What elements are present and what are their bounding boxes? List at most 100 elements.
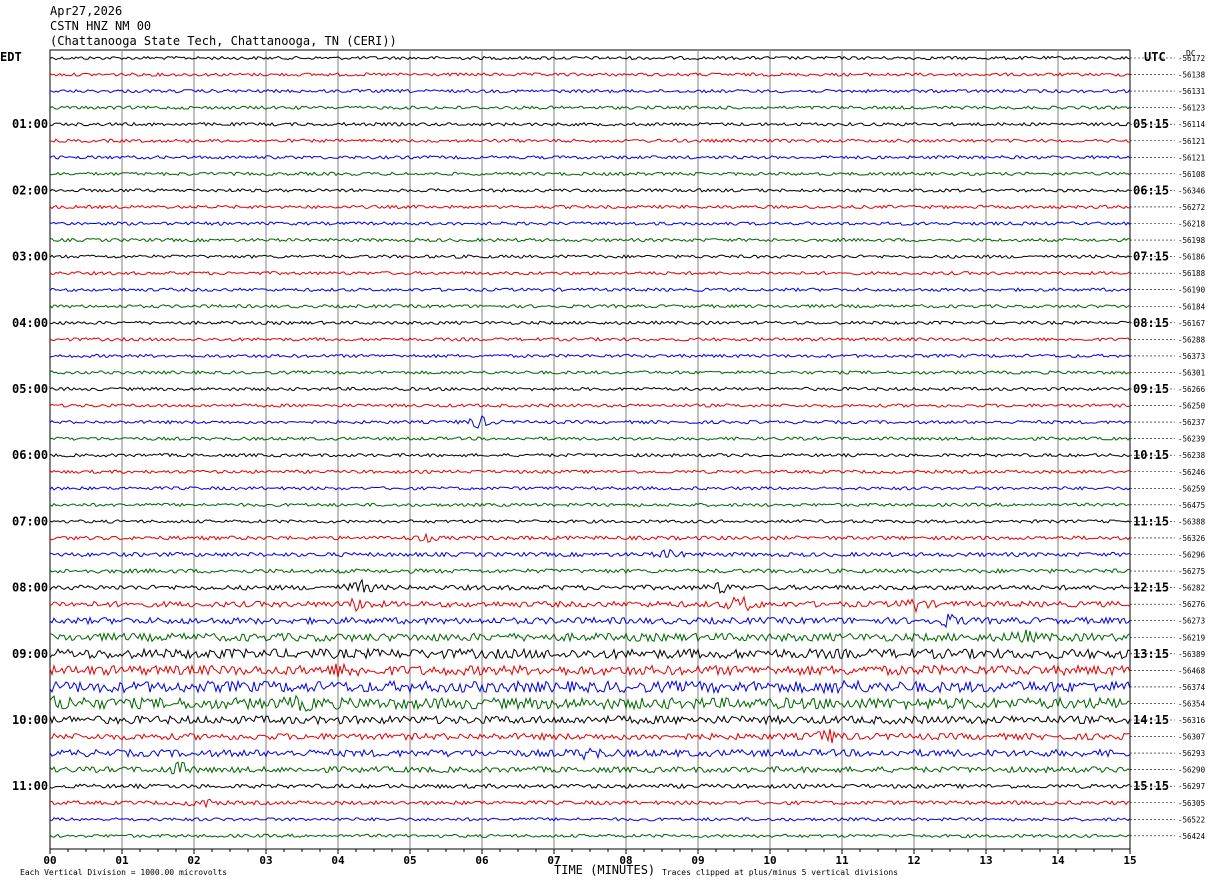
seismic-trace [49,798,1131,809]
seismic-trace [49,154,1131,160]
dc-offset-label: -56121 [1178,153,1205,162]
seismic-trace [49,204,1130,210]
dc-offset-label: -56305 [1178,799,1205,808]
x-tick-label: 11 [835,854,849,867]
seismic-trace [49,287,1131,293]
seismic-trace [49,728,1130,744]
left-hour-label: 10:00 [12,713,48,727]
seismic-trace [49,370,1131,375]
x-tick-label: 13 [979,854,992,867]
seismic-trace [49,386,1131,392]
x-tick-label: 08 [619,854,632,867]
left-hour-label: 09:00 [12,647,48,661]
left-hour-label: 06:00 [12,448,48,462]
header-site: (Chattanooga State Tech, Chattanooga, TN… [50,34,397,48]
dc-offset-label: -56290 [1178,766,1206,775]
right-hour-label: 12:15 [1133,581,1169,595]
seismic-trace [49,303,1131,309]
dc-offset-label: -56184 [1178,302,1206,311]
seismic-trace [49,270,1131,276]
seismic-trace [49,532,1131,543]
dc-offset-label: -56239 [1178,435,1205,444]
dc-offset-label: -56219 [1178,633,1205,642]
seismic-trace [49,415,1131,429]
x-tick-label: 04 [331,854,345,867]
dc-offset-label: -56282 [1178,584,1205,593]
dc-offset-label: -56259 [1178,484,1205,493]
right-hour-label: 05:15 [1133,117,1169,131]
seismic-trace [49,613,1131,629]
dc-offset-label: -56374 [1178,683,1206,692]
right-hour-label: 15:15 [1133,779,1169,793]
seismic-trace [49,237,1131,243]
dc-offset-label: -56190 [1178,286,1206,295]
left-timezone-label: EDT [0,50,22,64]
seismic-trace [49,783,1131,790]
dc-offset-label: -56388 [1178,517,1206,526]
right-hour-label: 13:15 [1133,647,1169,661]
seismic-trace [49,353,1131,359]
left-hour-label: 01:00 [12,117,48,131]
seismic-trace [49,568,1131,575]
seismic-trace [49,578,1131,594]
seismic-trace [49,55,1131,61]
dc-offset-label: -56108 [1178,170,1206,179]
seismic-trace [49,187,1131,193]
dc-offset-label: -56275 [1178,567,1205,576]
right-hour-label: 09:15 [1133,382,1169,396]
seismic-trace [49,694,1131,712]
seismic-trace [49,121,1131,127]
dc-offset-label: -56272 [1178,203,1205,212]
right-hour-label: 07:15 [1133,250,1169,264]
dc-offset-label: -56288 [1178,335,1206,344]
dc-offset-label: -56250 [1178,402,1206,411]
seismic-trace [49,469,1131,475]
dc-offset-label: -56121 [1178,137,1205,146]
seismic-trace [49,336,1131,342]
header-station: CSTN HNZ NM 00 [50,19,152,33]
seismic-trace [49,105,1131,110]
seismic-trace [49,647,1131,661]
seismic-trace [49,88,1131,94]
dc-offset-label: -56373 [1178,352,1205,361]
dc-offset-label: -56296 [1178,551,1206,560]
dc-offset-label: -56297 [1178,782,1205,791]
x-tick-label: 01 [115,854,129,867]
dc-offset-label: -56475 [1178,501,1205,510]
seismic-trace [49,747,1131,761]
footer-scale-note: Each Vertical Division = 1000.00 microvo… [20,868,228,877]
right-hour-label: 08:15 [1133,316,1169,330]
x-tick-label: 07 [547,854,560,867]
seismic-trace [49,320,1131,326]
dc-offset-label: -56522 [1178,815,1205,824]
left-hour-label: 05:00 [12,382,48,396]
dc-offset-label: -56468 [1178,666,1206,675]
dc-offset-label: -56273 [1178,617,1205,626]
left-hour-label: 03:00 [12,250,48,264]
seismic-trace [49,502,1131,508]
dc-offset-label: -56218 [1178,220,1206,229]
x-tick-label: 05 [403,854,416,867]
seismic-trace [49,662,1131,678]
seismic-trace [49,595,1131,614]
right-timezone-label: UTC [1144,50,1166,64]
seismic-trace [49,761,1131,775]
header-date: Apr27,2026 [50,4,123,18]
seismic-trace [49,714,1131,726]
x-axis-title: TIME (MINUTES) [554,863,656,877]
right-hour-label: 10:15 [1133,448,1169,462]
seismic-trace [49,816,1131,822]
dc-offset-label: -56354 [1178,699,1206,708]
seismic-trace [49,72,1131,77]
x-tick-label: 14 [1051,854,1065,867]
seismic-trace [49,833,1131,839]
seismic-trace [49,485,1131,491]
dc-offset-label: -56114 [1178,120,1206,129]
left-hour-label: 04:00 [12,316,48,330]
seismic-trace [49,679,1131,695]
dc-offset-label: -56237 [1178,418,1205,427]
right-hour-label: 14:15 [1133,713,1169,727]
dc-offset-label: -56172 [1178,54,1205,63]
x-tick-label: 06 [475,854,489,867]
